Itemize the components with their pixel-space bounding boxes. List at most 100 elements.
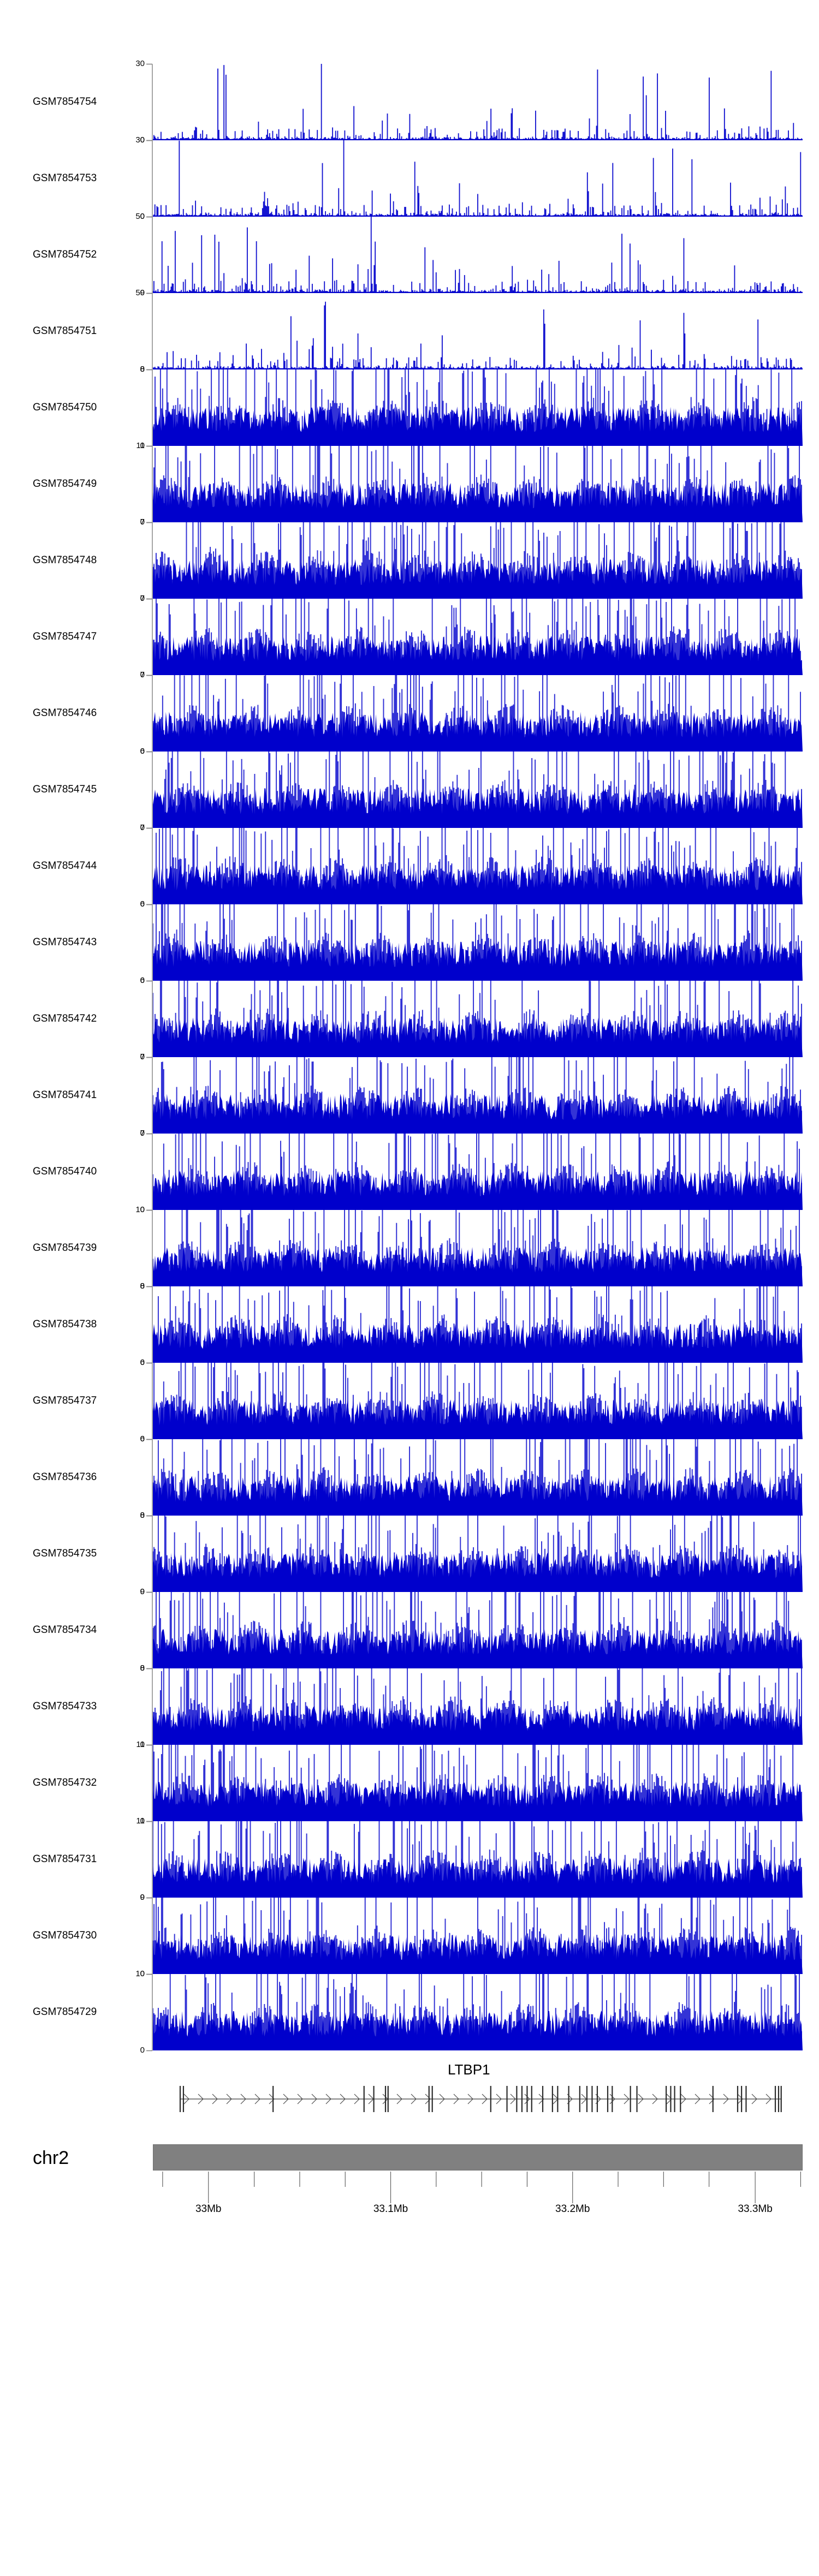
y-axis-min-label: 0 — [140, 1434, 145, 1444]
y-axis-min-label: 0 — [140, 670, 145, 679]
track-y-axis — [146, 216, 153, 294]
track-y-axis — [146, 1133, 153, 1211]
y-axis-max-label: 11 — [136, 1740, 145, 1749]
track-label-gsm7854740: GSM7854740 — [33, 1166, 97, 1177]
track-label-gsm7854741: GSM7854741 — [33, 1089, 97, 1101]
track-y-axis — [146, 140, 153, 218]
coverage-signal — [153, 1516, 803, 1592]
track-y-axis — [146, 1057, 153, 1135]
track-label-gsm7854745: GSM7854745 — [33, 784, 97, 795]
y-axis-min-label: 0 — [140, 1511, 145, 1520]
track-label-gsm7854749: GSM7854749 — [33, 478, 97, 490]
coverage-signal — [153, 904, 803, 981]
y-axis-max-label: 6 — [140, 1358, 145, 1367]
y-axis-max-label: 6 — [140, 976, 145, 985]
y-axis-max-label: 6 — [140, 899, 145, 909]
y-axis-max-label: 8 — [140, 365, 145, 374]
y-axis-min-label: 0 — [140, 1205, 145, 1214]
coverage-signal — [153, 1286, 803, 1363]
axis-tick-label: 33.2Mb — [555, 2203, 590, 2215]
track-label-gsm7854730: GSM7854730 — [33, 1930, 97, 1941]
gene-model-track[interactable] — [153, 2080, 803, 2118]
y-axis-max-label: 7 — [140, 1129, 145, 1138]
y-axis-max-label: 30 — [135, 59, 145, 68]
track-y-axis — [146, 1439, 153, 1517]
track-label-gsm7854732: GSM7854732 — [33, 1777, 97, 1788]
track-y-axis — [146, 522, 153, 600]
chromosome-label: chr2 — [33, 2148, 69, 2168]
y-axis-max-label: 6 — [140, 747, 145, 756]
coverage-signal — [153, 599, 803, 675]
y-axis-max-label: 11 — [136, 1816, 145, 1826]
track-label-gsm7854746: GSM7854746 — [33, 707, 97, 719]
track-y-axis — [146, 1515, 153, 1593]
track-label-gsm7854753: GSM7854753 — [33, 172, 97, 184]
y-axis-max-label: 8 — [140, 1281, 145, 1291]
track-label-gsm7854736: GSM7854736 — [33, 1471, 97, 1483]
y-axis-min-label: 0 — [140, 899, 145, 909]
y-axis-max-label: 11 — [136, 441, 145, 450]
track-y-axis — [146, 445, 153, 523]
y-axis-min-label: 0 — [140, 212, 145, 221]
track-label-gsm7854750: GSM7854750 — [33, 402, 97, 413]
track-y-axis — [146, 675, 153, 753]
y-axis-max-label: 8 — [140, 1511, 145, 1520]
y-axis-min-label: 0 — [140, 1816, 145, 1826]
coverage-signal — [153, 1668, 803, 1745]
coverage-signal — [153, 752, 803, 828]
track-y-axis — [146, 1821, 153, 1899]
coverage-signal — [153, 64, 803, 140]
coverage-signal — [153, 1592, 803, 1668]
y-axis-min-label: 0 — [140, 1587, 145, 1596]
track-label-gsm7854754: GSM7854754 — [33, 96, 97, 108]
track-y-axis — [146, 1744, 153, 1822]
y-axis-min-label: 0 — [140, 441, 145, 450]
y-axis-max-label: 6 — [140, 1434, 145, 1444]
y-axis-max-label: 50 — [135, 212, 145, 221]
coverage-signal — [153, 140, 803, 217]
coverage-signal — [153, 446, 803, 522]
track-y-axis — [146, 827, 153, 905]
y-axis-min-label: 0 — [140, 747, 145, 756]
coverage-signal — [153, 217, 803, 293]
track-label-gsm7854743: GSM7854743 — [33, 937, 97, 948]
track-y-axis — [146, 1668, 153, 1746]
y-axis-max-label: 10 — [135, 1969, 145, 1978]
coverage-signal — [153, 1898, 803, 1974]
y-axis-min-label: 0 — [140, 517, 145, 527]
coverage-signal — [153, 1745, 803, 1821]
track-label-gsm7854752: GSM7854752 — [33, 249, 97, 260]
coverage-signal — [153, 301, 803, 369]
track-y-axis — [146, 1897, 153, 1975]
track-label-gsm7854738: GSM7854738 — [33, 1319, 97, 1330]
y-axis-min-label: 0 — [140, 1358, 145, 1367]
track-y-axis — [146, 1591, 153, 1669]
track-y-axis — [146, 63, 153, 141]
track-y-axis — [146, 980, 153, 1058]
y-axis-min-label: 0 — [140, 1129, 145, 1138]
axis-tick-label: 33.1Mb — [373, 2203, 408, 2215]
y-axis-max-label: 7 — [140, 594, 145, 603]
track-y-axis — [146, 1973, 153, 2052]
track-label-gsm7854744: GSM7854744 — [33, 860, 97, 872]
y-axis-min-label: 0 — [140, 823, 145, 832]
track-label-gsm7854739: GSM7854739 — [33, 1242, 97, 1254]
track-label-gsm7854731: GSM7854731 — [33, 1853, 97, 1865]
track-y-axis — [146, 1286, 153, 1364]
y-axis-max-label: 8 — [140, 1663, 145, 1673]
ideogram-band[interactable] — [153, 2144, 803, 2170]
y-axis-max-label: 10 — [135, 1205, 145, 1214]
track-y-axis — [146, 904, 153, 982]
track-y-axis — [146, 293, 153, 371]
y-axis-min-label: 0 — [140, 1052, 145, 1062]
track-label-gsm7854735: GSM7854735 — [33, 1548, 97, 1559]
coverage-signal — [153, 675, 803, 752]
track-label-gsm7854747: GSM7854747 — [33, 631, 97, 642]
track-y-axis — [146, 369, 153, 447]
y-axis-min-label: 0 — [140, 976, 145, 985]
coverage-signal — [153, 1974, 803, 2050]
axis-tick-label: 33.3Mb — [738, 2203, 773, 2215]
coverage-signal — [153, 1134, 803, 1210]
y-axis-max-label: 7 — [140, 670, 145, 679]
